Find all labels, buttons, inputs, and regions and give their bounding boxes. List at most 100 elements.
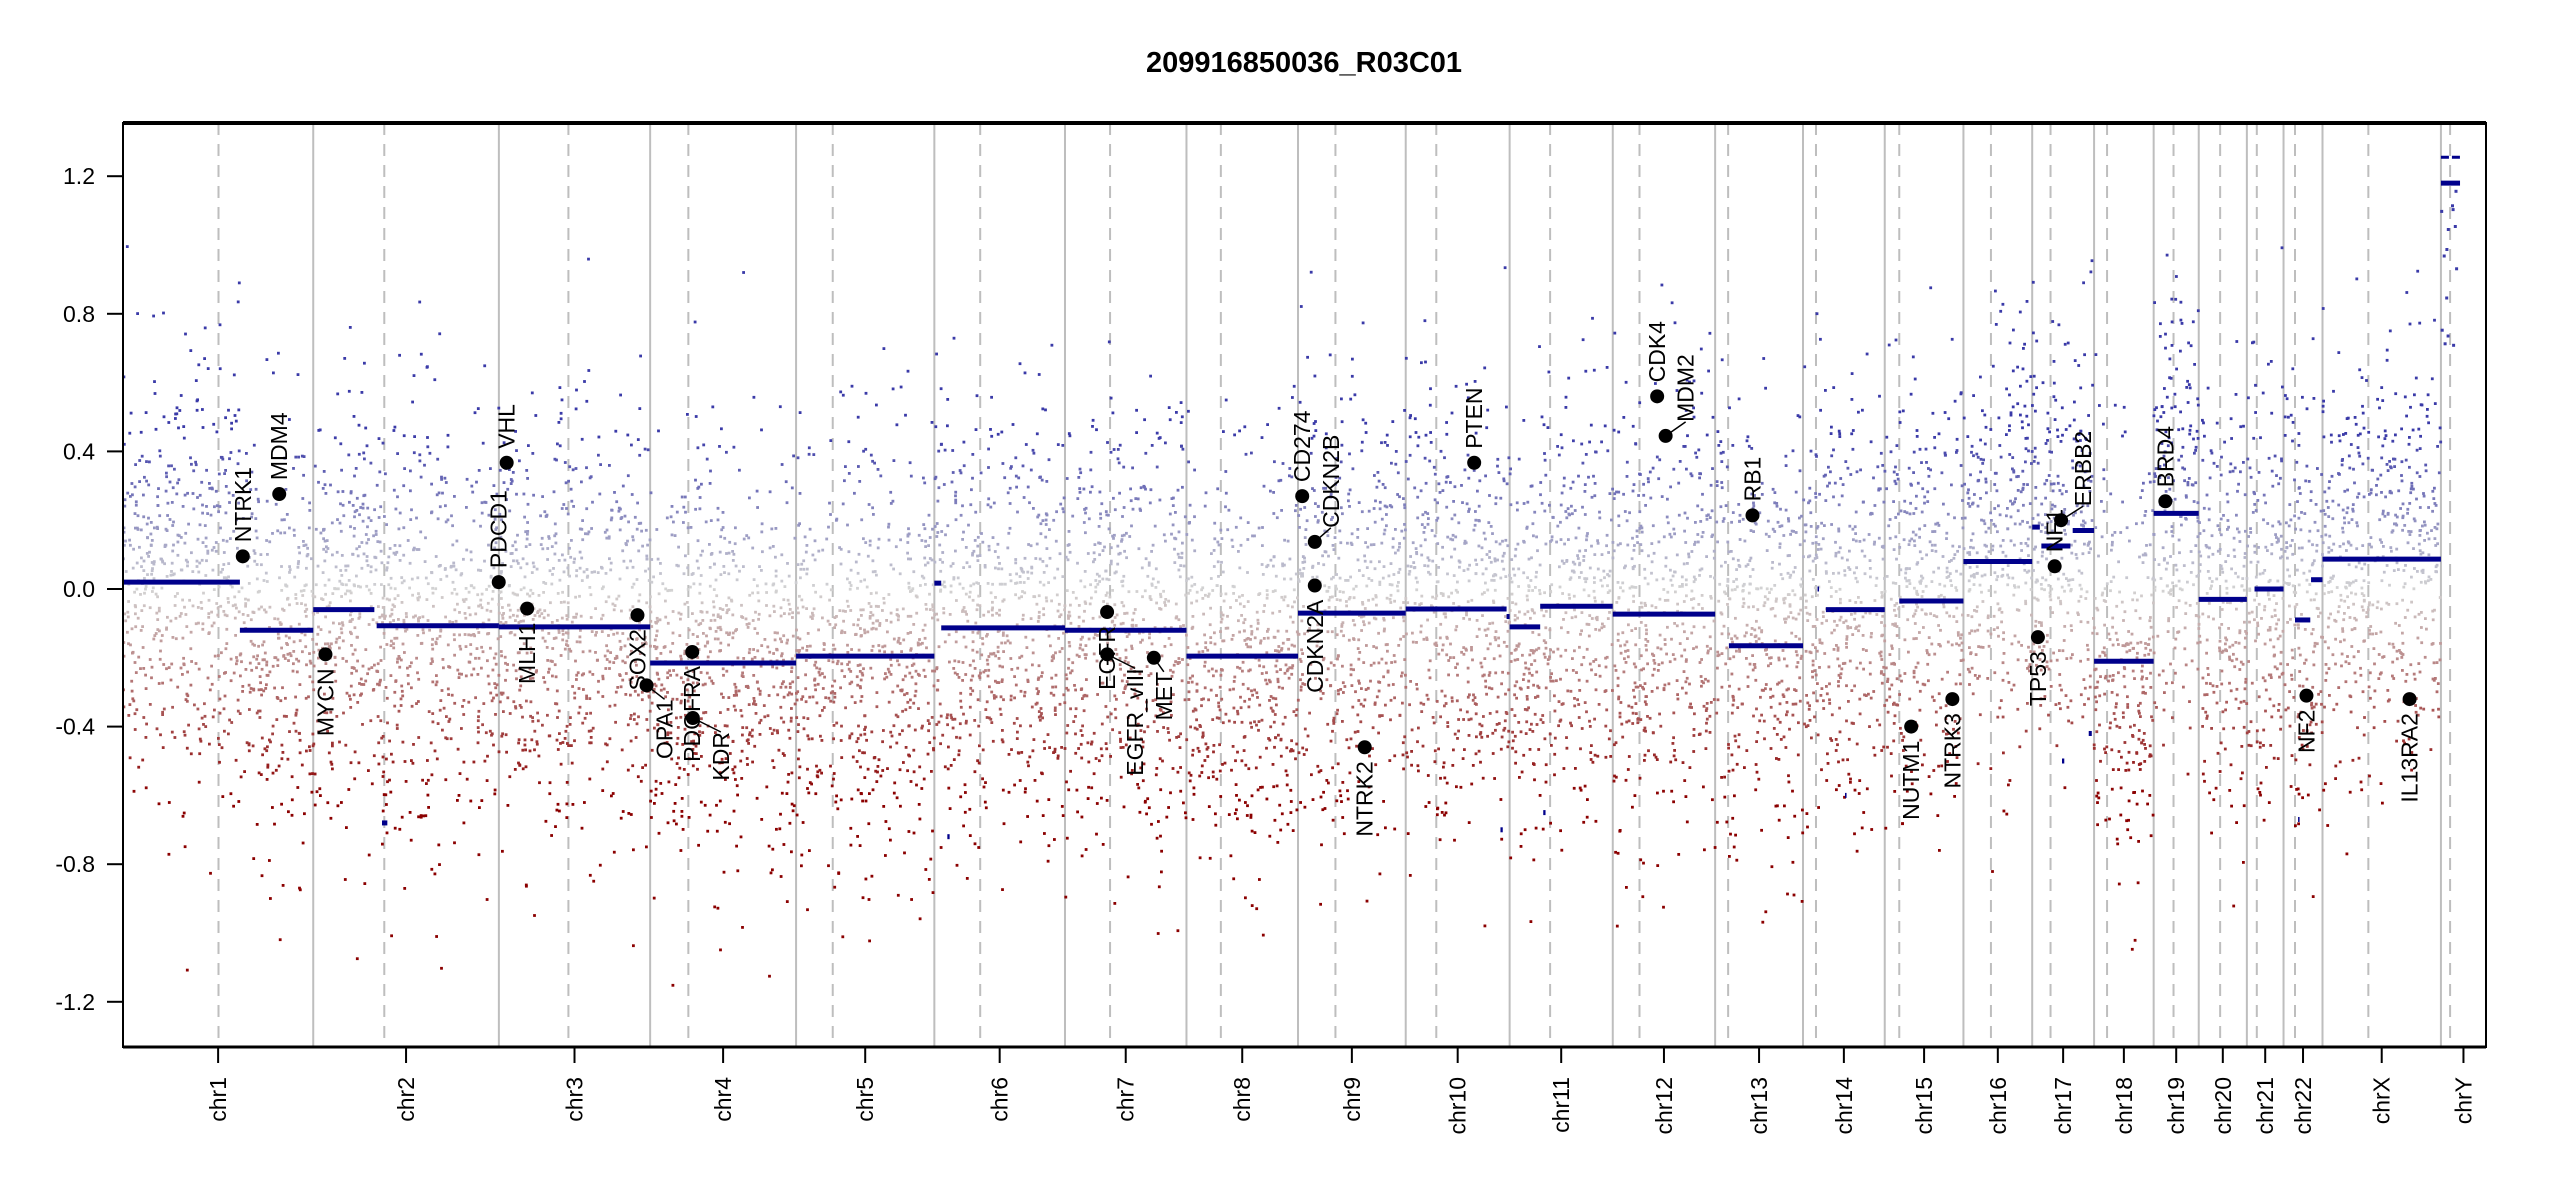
bin-point: [1177, 657, 1181, 660]
bin-point: [1016, 751, 1020, 755]
bin-point: [1221, 763, 1224, 766]
bin-point: [1257, 526, 1261, 530]
bin-point: [352, 415, 356, 418]
bin-point: [696, 642, 700, 646]
bin-point: [1039, 714, 1043, 718]
bin-point: [511, 471, 515, 474]
bin-point: [1172, 496, 1175, 500]
bin-point: [183, 733, 187, 737]
bin-point: [1294, 572, 1298, 576]
bin-point: [147, 483, 151, 487]
bin-point: [348, 589, 352, 593]
bin-point: [297, 560, 300, 563]
bin-point: [1284, 769, 1288, 773]
bin-point: [748, 733, 751, 737]
bin-point: [383, 617, 386, 620]
bin-point: [839, 739, 843, 742]
bin-point: [962, 635, 966, 639]
bin-point: [1069, 671, 1072, 675]
bin-point: [916, 641, 920, 645]
bin-point: [1239, 706, 1243, 710]
bin-point: [229, 537, 232, 540]
bin-point: [926, 752, 930, 756]
bin-point: [1226, 614, 1229, 618]
bin-point: [1193, 726, 1197, 730]
bin-point: [1283, 671, 1287, 675]
bin-point: [843, 631, 847, 634]
bin-point: [1024, 443, 1028, 446]
bin-point: [1224, 398, 1228, 402]
bin-point: [802, 716, 806, 720]
bin-point: [1070, 669, 1074, 673]
bin-point: [861, 673, 865, 677]
bin-point: [1118, 443, 1122, 447]
bin-point: [1249, 638, 1252, 641]
bin-point: [167, 666, 171, 669]
bin-point: [523, 515, 526, 519]
bin-point: [1083, 585, 1087, 589]
bin-point: [1083, 600, 1087, 604]
bin-point: [682, 680, 685, 684]
bin-point: [612, 850, 616, 854]
bin-point: [1017, 476, 1021, 480]
bin-point: [235, 662, 238, 666]
bin-point: [464, 597, 468, 601]
bin-point: [633, 689, 637, 693]
bin-point: [240, 586, 244, 590]
bin-point: [142, 716, 146, 719]
bin-point: [1141, 779, 1145, 783]
bin-point: [444, 504, 447, 508]
bin-point: [506, 663, 509, 666]
bin-point: [531, 618, 535, 621]
bin-point: [502, 612, 505, 615]
bin-point: [280, 589, 284, 592]
bin-point: [477, 656, 481, 660]
bin-point: [427, 710, 431, 713]
bin-point: [526, 502, 530, 506]
bin-point: [470, 673, 474, 677]
bin-point: [1210, 667, 1214, 671]
bin-point: [451, 543, 455, 547]
bin-point: [605, 743, 609, 747]
bin-point: [282, 654, 285, 658]
bin-point: [1268, 738, 1272, 742]
bin-point: [900, 650, 903, 653]
bin-point: [230, 585, 234, 589]
bin-point: [474, 696, 477, 700]
bin-point: [649, 789, 653, 793]
bin-point: [1098, 553, 1101, 557]
bin-point: [644, 641, 647, 644]
bin-point: [169, 619, 173, 623]
bin-point: [695, 559, 699, 563]
bin-point: [871, 626, 875, 630]
bin-point: [186, 694, 190, 698]
bin-point: [952, 758, 956, 761]
bin-point: [1189, 773, 1193, 777]
bin-point: [655, 528, 659, 531]
bin-point: [156, 495, 159, 499]
bin-point: [608, 704, 612, 708]
bin-point: [431, 680, 435, 684]
bin-point: [208, 482, 211, 485]
bin-point: [1101, 549, 1105, 552]
bin-point: [840, 724, 843, 728]
bin-point: [632, 848, 635, 852]
bin-point: [588, 670, 592, 674]
bin-point: [494, 541, 498, 545]
bin-point: [732, 445, 736, 449]
bin-point: [1207, 698, 1210, 702]
bin-point: [685, 688, 689, 692]
bin-point: [896, 659, 899, 663]
bin-point: [249, 639, 253, 643]
bin-point: [570, 744, 573, 747]
bin-point: [238, 653, 242, 657]
bin-point: [787, 773, 790, 776]
bin-point: [1208, 623, 1212, 627]
bin-point: [1232, 877, 1236, 881]
bin-point: [621, 810, 625, 813]
bin-point: [716, 637, 720, 641]
bin-point: [905, 692, 909, 695]
bin-point: [797, 776, 801, 780]
bin-point: [1212, 750, 1215, 754]
bin-point: [1147, 561, 1151, 565]
